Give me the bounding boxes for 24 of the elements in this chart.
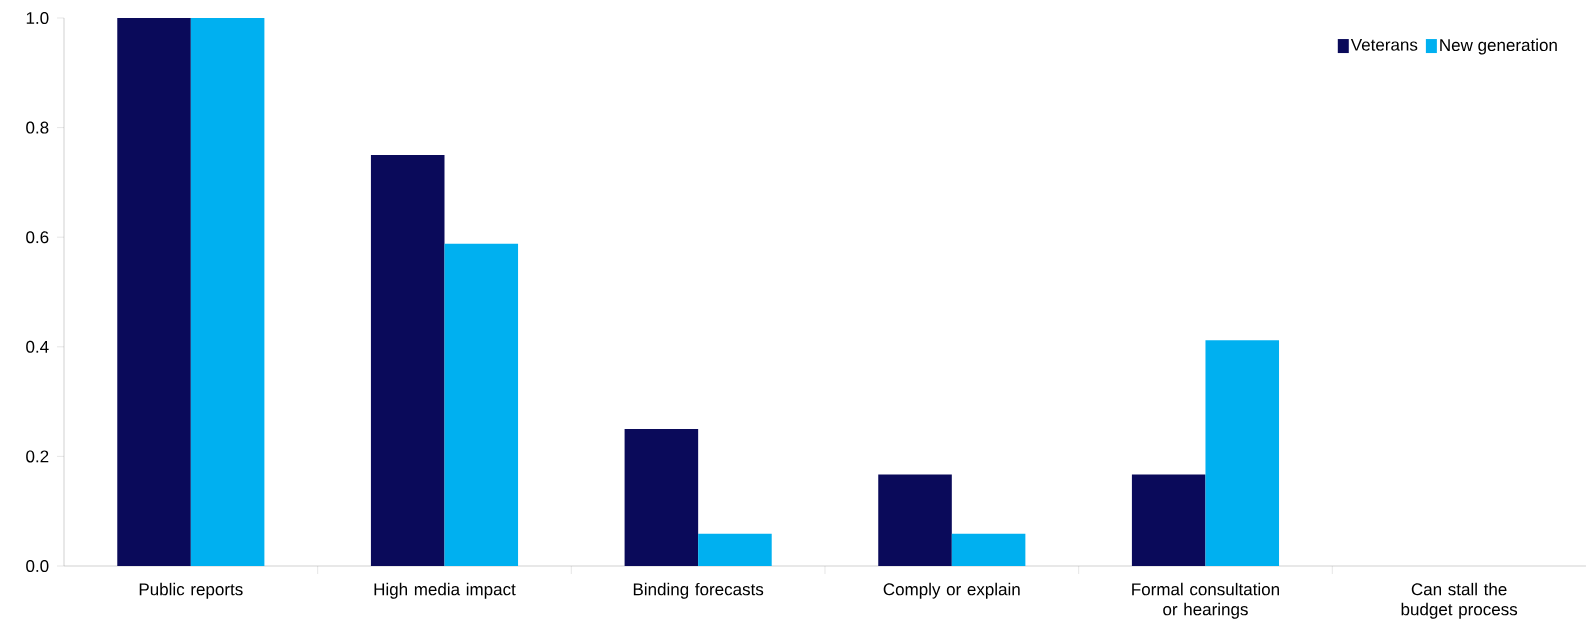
x-tick-label: Binding forecasts	[633, 582, 764, 599]
x-tick-label: Comply or explain	[883, 582, 1020, 599]
y-tick-label: 0.4	[26, 340, 49, 353]
y-tick-label: 0.8	[26, 121, 49, 134]
x-tick-label: Can stall the budget process	[1401, 582, 1518, 619]
bar	[1205, 340, 1280, 566]
bar	[878, 474, 952, 566]
bar	[698, 533, 772, 566]
y-tick-label: 0.0	[26, 559, 49, 573]
bar	[117, 17, 191, 566]
legend-label: New generation	[1440, 38, 1557, 55]
bar	[951, 533, 1026, 566]
x-tick-label: Formal consultation or hearings	[1132, 582, 1279, 619]
x-tick-label: Public reports	[139, 582, 243, 599]
bar	[1131, 474, 1206, 566]
bar	[370, 155, 445, 566]
bar	[190, 17, 265, 566]
y-tick-label: 0.2	[26, 450, 49, 463]
legend-label: Veterans	[1350, 38, 1418, 51]
bar	[444, 243, 519, 566]
y-tick-label: 0.6	[26, 231, 49, 244]
y-tick-label: 1.0	[26, 11, 49, 25]
x-tick-label: High media impact	[374, 582, 516, 599]
bar	[624, 429, 699, 566]
